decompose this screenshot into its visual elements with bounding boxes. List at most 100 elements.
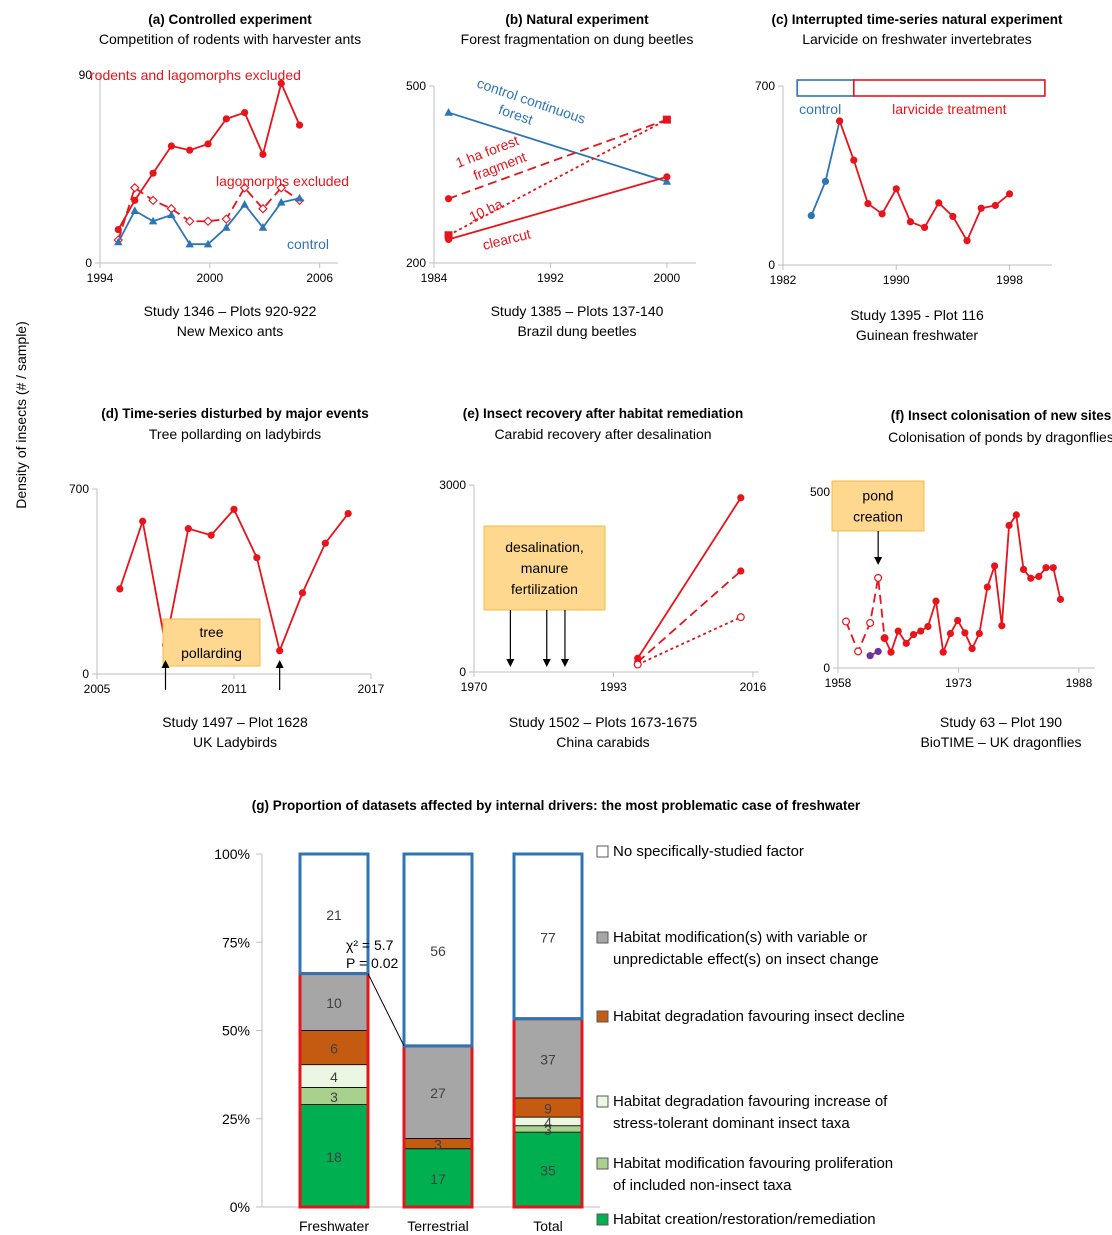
y-tick-label: 50% [222, 1023, 250, 1039]
data-point [737, 494, 745, 502]
data-point [321, 539, 329, 547]
annotation-text: manure [521, 560, 569, 576]
data-point [633, 660, 642, 669]
x-tick-label: 2000 [196, 271, 223, 285]
panel-subtitle: Competition of rodents with harvester an… [99, 31, 361, 47]
x-tick-label: 1990 [883, 273, 910, 287]
legend-item: Habitat creation/restoration/remediation… [596, 1211, 876, 1235]
data-point [874, 573, 883, 582]
data-point [842, 617, 851, 626]
x-tick-label: 2000 [654, 271, 681, 285]
legend-label: Habitat degradation favouring insect dec… [613, 1008, 905, 1025]
x-tick-label: 1984 [421, 271, 448, 285]
data-point [1027, 574, 1035, 582]
series-line [637, 616, 742, 666]
legend-label: of included non-insect taxa [613, 1177, 792, 1194]
series-label: control continuousforest [469, 75, 588, 144]
data-point [1049, 564, 1057, 572]
panel-caption: Study 1385 – Plots 137-140 [491, 303, 664, 319]
data-point [276, 647, 284, 655]
bar-value-label: 4 [330, 1069, 338, 1085]
legend-label: stress-tolerant dominant insect taxa [613, 1115, 850, 1132]
panel-title: (d) Time-series disturbed by major event… [101, 406, 369, 421]
series-line [117, 80, 301, 231]
data-point [203, 216, 213, 227]
x-tick-label: 1988 [1066, 676, 1093, 690]
bar-value-label: 3 [434, 1137, 442, 1153]
annotation-arrowhead [161, 660, 170, 668]
series-line [117, 186, 301, 241]
data-point [1005, 190, 1014, 198]
series-0 [116, 505, 352, 655]
bar-terrestrial: 17 3 27 56 Terrestrial [402, 852, 474, 1234]
annotation-arrowhead [874, 557, 883, 565]
bar-value-label: 56 [430, 943, 446, 959]
x-tick-label: 1992 [537, 271, 564, 285]
data-point [259, 150, 267, 158]
bar-value-label: 21 [326, 907, 342, 923]
data-point [184, 216, 195, 227]
annotation-text: pollarding [181, 645, 242, 661]
x-tick-label: 1973 [945, 676, 972, 690]
panel-title: (g) Proportion of datasets affected by i… [252, 798, 861, 813]
data-point [1019, 565, 1028, 574]
series-10-ha [444, 115, 671, 240]
bar-value-label: 37 [540, 1051, 556, 1067]
data-point [954, 616, 962, 625]
annotation-text: tree [199, 624, 223, 640]
y-tick-label: 100% [214, 846, 250, 862]
data-point [924, 622, 932, 631]
y-tick-label: 0 [459, 665, 466, 679]
series-larvicide-treatment [836, 117, 1014, 245]
series-line [448, 111, 668, 183]
y-tick-label: 25% [222, 1111, 250, 1127]
legend-swatch [596, 931, 609, 944]
data-point [444, 235, 453, 243]
data-point [968, 645, 976, 653]
series-line [637, 570, 742, 663]
annotation-text: desalination, [505, 539, 584, 555]
data-point [148, 195, 158, 206]
bar-segment [513, 1018, 583, 1099]
bar-outline-none [402, 852, 474, 1048]
y-tick-label: 0 [85, 256, 92, 270]
y-tick-label: 75% [222, 934, 250, 950]
y-tick-label: 200 [406, 256, 426, 270]
legend-item: Habitat modification(s) with variable or… [596, 929, 879, 968]
y-tick-label: 0 [823, 661, 830, 675]
panel-subtitle: Forest fragmentation on dung beetles [461, 31, 694, 47]
data-point [130, 183, 140, 193]
x-tick-label: 1993 [600, 680, 627, 694]
bar-value-label: 3 [330, 1089, 338, 1105]
data-point [920, 223, 929, 232]
band-label: control [799, 101, 841, 117]
panel-title: (b) Natural experiment [505, 12, 649, 27]
y-tick-label: 700 [69, 482, 89, 496]
series-line [845, 577, 886, 654]
data-point [167, 210, 176, 219]
data-point [167, 142, 175, 150]
series-line [448, 118, 668, 237]
annotation-text: pond [862, 488, 893, 504]
legend-swatch [596, 1213, 609, 1226]
data-point [991, 201, 999, 210]
data-point [186, 146, 194, 154]
y-tick-label: 500 [406, 79, 426, 93]
data-point [866, 652, 874, 660]
panel-caption: Study 1502 – Plots 1673-1675 [509, 714, 698, 730]
data-point [221, 214, 232, 224]
data-point [240, 200, 249, 208]
panel-caption: Study 1346 – Plots 920-922 [144, 303, 317, 319]
x-tick-label: 1982 [770, 273, 797, 287]
bar-value-label: 4 [544, 1114, 552, 1130]
panel-subtitle: Carabid recovery after desalination [494, 426, 711, 442]
series-line [810, 120, 841, 216]
stat-p: P = 0.02 [346, 955, 399, 971]
data-point [850, 156, 858, 164]
panel-title: (f) Insect colonisation of new sites [891, 408, 1112, 423]
data-point [935, 199, 943, 207]
data-point [736, 613, 745, 622]
data-point [932, 597, 940, 605]
bar-segment [513, 853, 583, 1020]
